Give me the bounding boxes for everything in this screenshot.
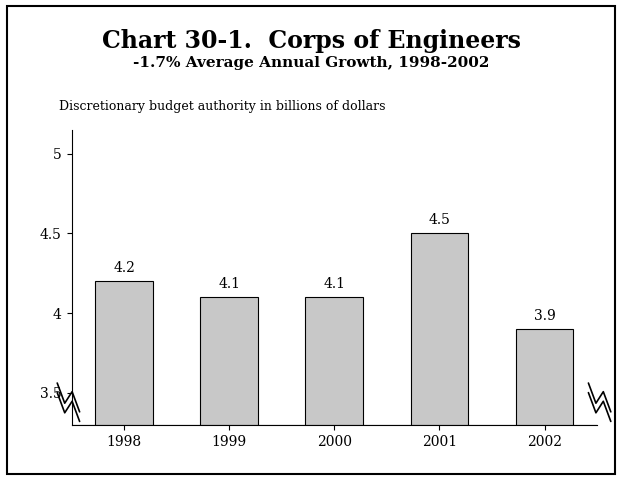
Text: Chart 30-1.  Corps of Engineers: Chart 30-1. Corps of Engineers — [101, 29, 521, 53]
Bar — [305, 297, 363, 480]
Text: -1.7% Average Annual Growth, 1998-2002: -1.7% Average Annual Growth, 1998-2002 — [133, 56, 489, 71]
Text: 4.2: 4.2 — [113, 261, 135, 275]
Text: 4.1: 4.1 — [323, 277, 345, 291]
Bar — [516, 329, 573, 480]
Text: 4.1: 4.1 — [218, 277, 240, 291]
Text: Discretionary budget authority in billions of dollars: Discretionary budget authority in billio… — [59, 100, 386, 113]
Bar — [411, 233, 468, 480]
Bar — [95, 281, 153, 480]
Bar — [200, 297, 258, 480]
Text: 4.5: 4.5 — [429, 213, 450, 227]
Text: 3.9: 3.9 — [534, 309, 555, 323]
